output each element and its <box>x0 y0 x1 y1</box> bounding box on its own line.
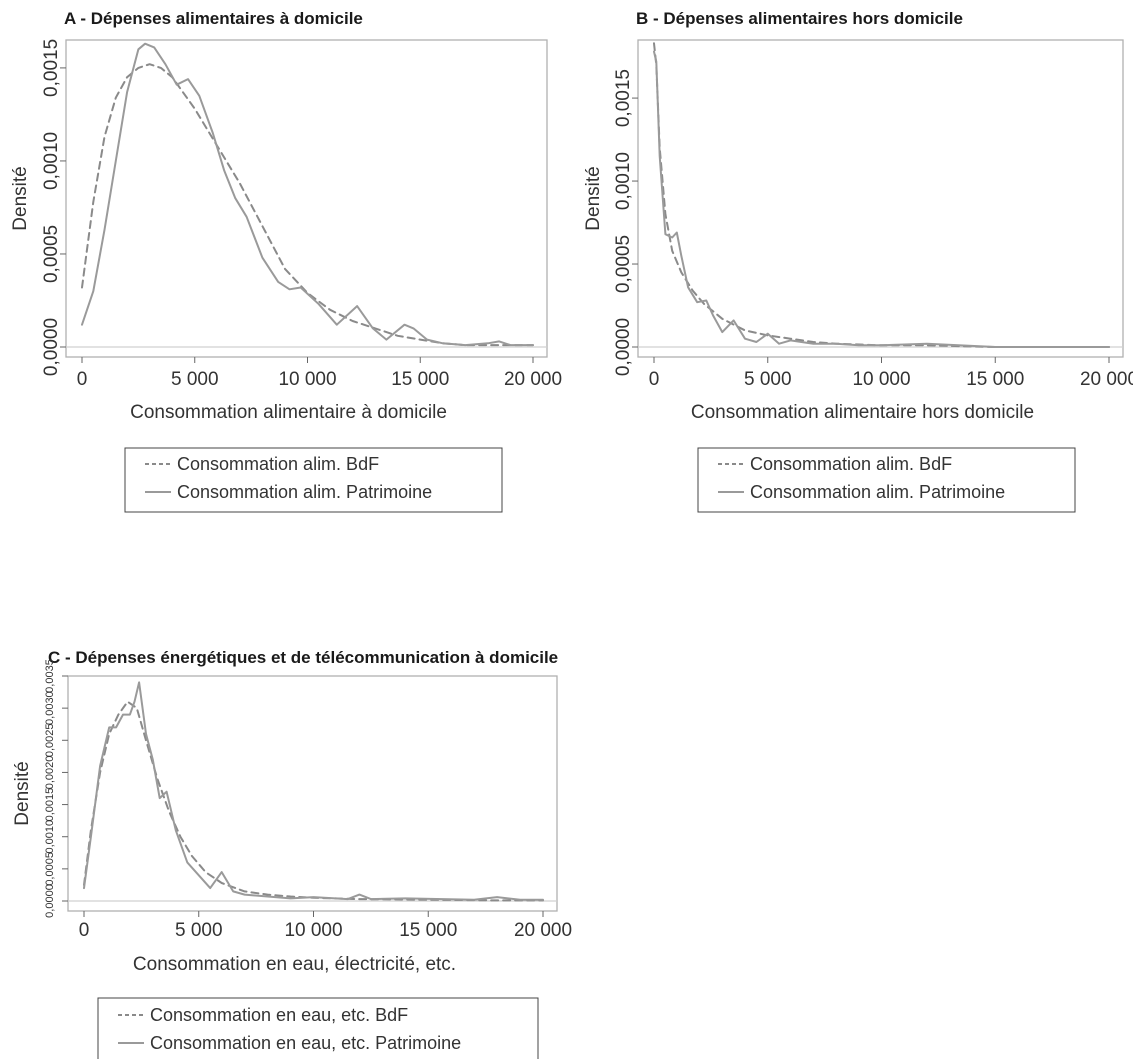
legend-entry: Consommation alim. Patrimoine <box>750 482 1005 502</box>
y-tick-label: 0,0015 <box>613 69 634 127</box>
panel-a: A - Dépenses alimentaires à domicile 0 5 0… <box>10 9 562 513</box>
panel-b: B - Dépenses alimentaires hors domicile 0… <box>583 9 1133 513</box>
legend-entry: Consommation alim. Patrimoine <box>177 482 432 502</box>
y-tick-label: 0,0010 <box>613 152 634 210</box>
plot-frame <box>637 39 1124 358</box>
y-tick-label: 0,0025 <box>44 723 56 757</box>
x-tick-label: 20 000 <box>1080 369 1133 390</box>
series-line-patrimoine <box>653 50 1110 348</box>
series-line-bdf <box>653 42 1110 348</box>
x-tick-label: 15 000 <box>399 920 457 941</box>
x-tick-label: 0 <box>79 920 90 941</box>
legend-entry: Consommation alim. BdF <box>177 454 379 474</box>
panel-title: C - Dépenses énergétiques et de télécomm… <box>48 648 558 667</box>
legend-box <box>97 997 539 1059</box>
y-axis-label: Densité <box>583 166 604 230</box>
x-axis-label: Consommation alimentaire à domicile <box>130 402 447 423</box>
x-tick-label: 20 000 <box>514 920 572 941</box>
x-tick-label: 5 000 <box>171 369 219 390</box>
series-line-bdf <box>81 63 534 347</box>
panel-title: B - Dépenses alimentaires hors domicile <box>636 9 963 28</box>
series-line-patrimoine <box>83 681 544 901</box>
legend-box <box>124 447 503 513</box>
y-axis-label: Densité <box>10 166 31 230</box>
legend-entry: Consommation alim. BdF <box>750 454 952 474</box>
series-line-bdf <box>83 700 544 902</box>
plot-frame <box>67 675 558 912</box>
y-tick-label: 0,0035 <box>44 659 56 693</box>
y-axis-label: Densité <box>12 761 33 825</box>
x-tick-label: 10 000 <box>284 920 342 941</box>
y-tick-label: 0,0020 <box>44 756 56 790</box>
y-tick-label: 0,0010 <box>41 132 62 190</box>
legend-box <box>697 447 1076 513</box>
x-tick-label: 10 000 <box>852 369 910 390</box>
y-tick-label: 0,0015 <box>44 788 56 822</box>
x-axis-label: Consommation en eau, électricité, etc. <box>133 954 456 975</box>
x-tick-label: 0 <box>649 369 660 390</box>
y-tick-label: 0,0005 <box>41 225 62 283</box>
x-tick-label: 0 <box>77 369 88 390</box>
x-tick-label: 20 000 <box>504 369 562 390</box>
plot-frame <box>65 39 548 358</box>
x-tick-label: 15 000 <box>966 369 1024 390</box>
x-tick-label: 15 000 <box>391 369 449 390</box>
y-tick-label: 0,0030 <box>44 691 56 725</box>
y-tick-label: 0,0000 <box>41 318 62 376</box>
y-tick-label: 0,0015 <box>41 39 62 97</box>
legend-entry: Consommation en eau, etc. BdF <box>150 1005 408 1025</box>
x-tick-label: 10 000 <box>278 369 336 390</box>
x-axis-label: Consommation alimentaire hors domicile <box>691 402 1034 423</box>
y-tick-label: 0,0010 <box>44 820 56 854</box>
legend-entry: Consommation en eau, etc. Patrimoine <box>150 1033 461 1053</box>
y-tick-label: 0,0000 <box>613 318 634 376</box>
y-tick-label: 0,0000 <box>44 884 56 918</box>
panel-title: A - Dépenses alimentaires à domicile <box>64 9 363 28</box>
y-tick-label: 0,0005 <box>44 852 56 886</box>
legend: Consommation en eau, etc. BdF Consommatio… <box>97 997 539 1059</box>
panel-c: C - Dépenses énergétiques et de télécomm… <box>12 648 572 1059</box>
series-line-patrimoine <box>81 42 534 347</box>
legend: Consommation alim. BdF Consommation alim.… <box>124 447 503 513</box>
legend: Consommation alim. BdF Consommation alim.… <box>697 447 1076 513</box>
x-tick-label: 5 000 <box>744 369 792 390</box>
x-tick-label: 5 000 <box>175 920 223 941</box>
y-tick-label: 0,0005 <box>613 235 634 293</box>
